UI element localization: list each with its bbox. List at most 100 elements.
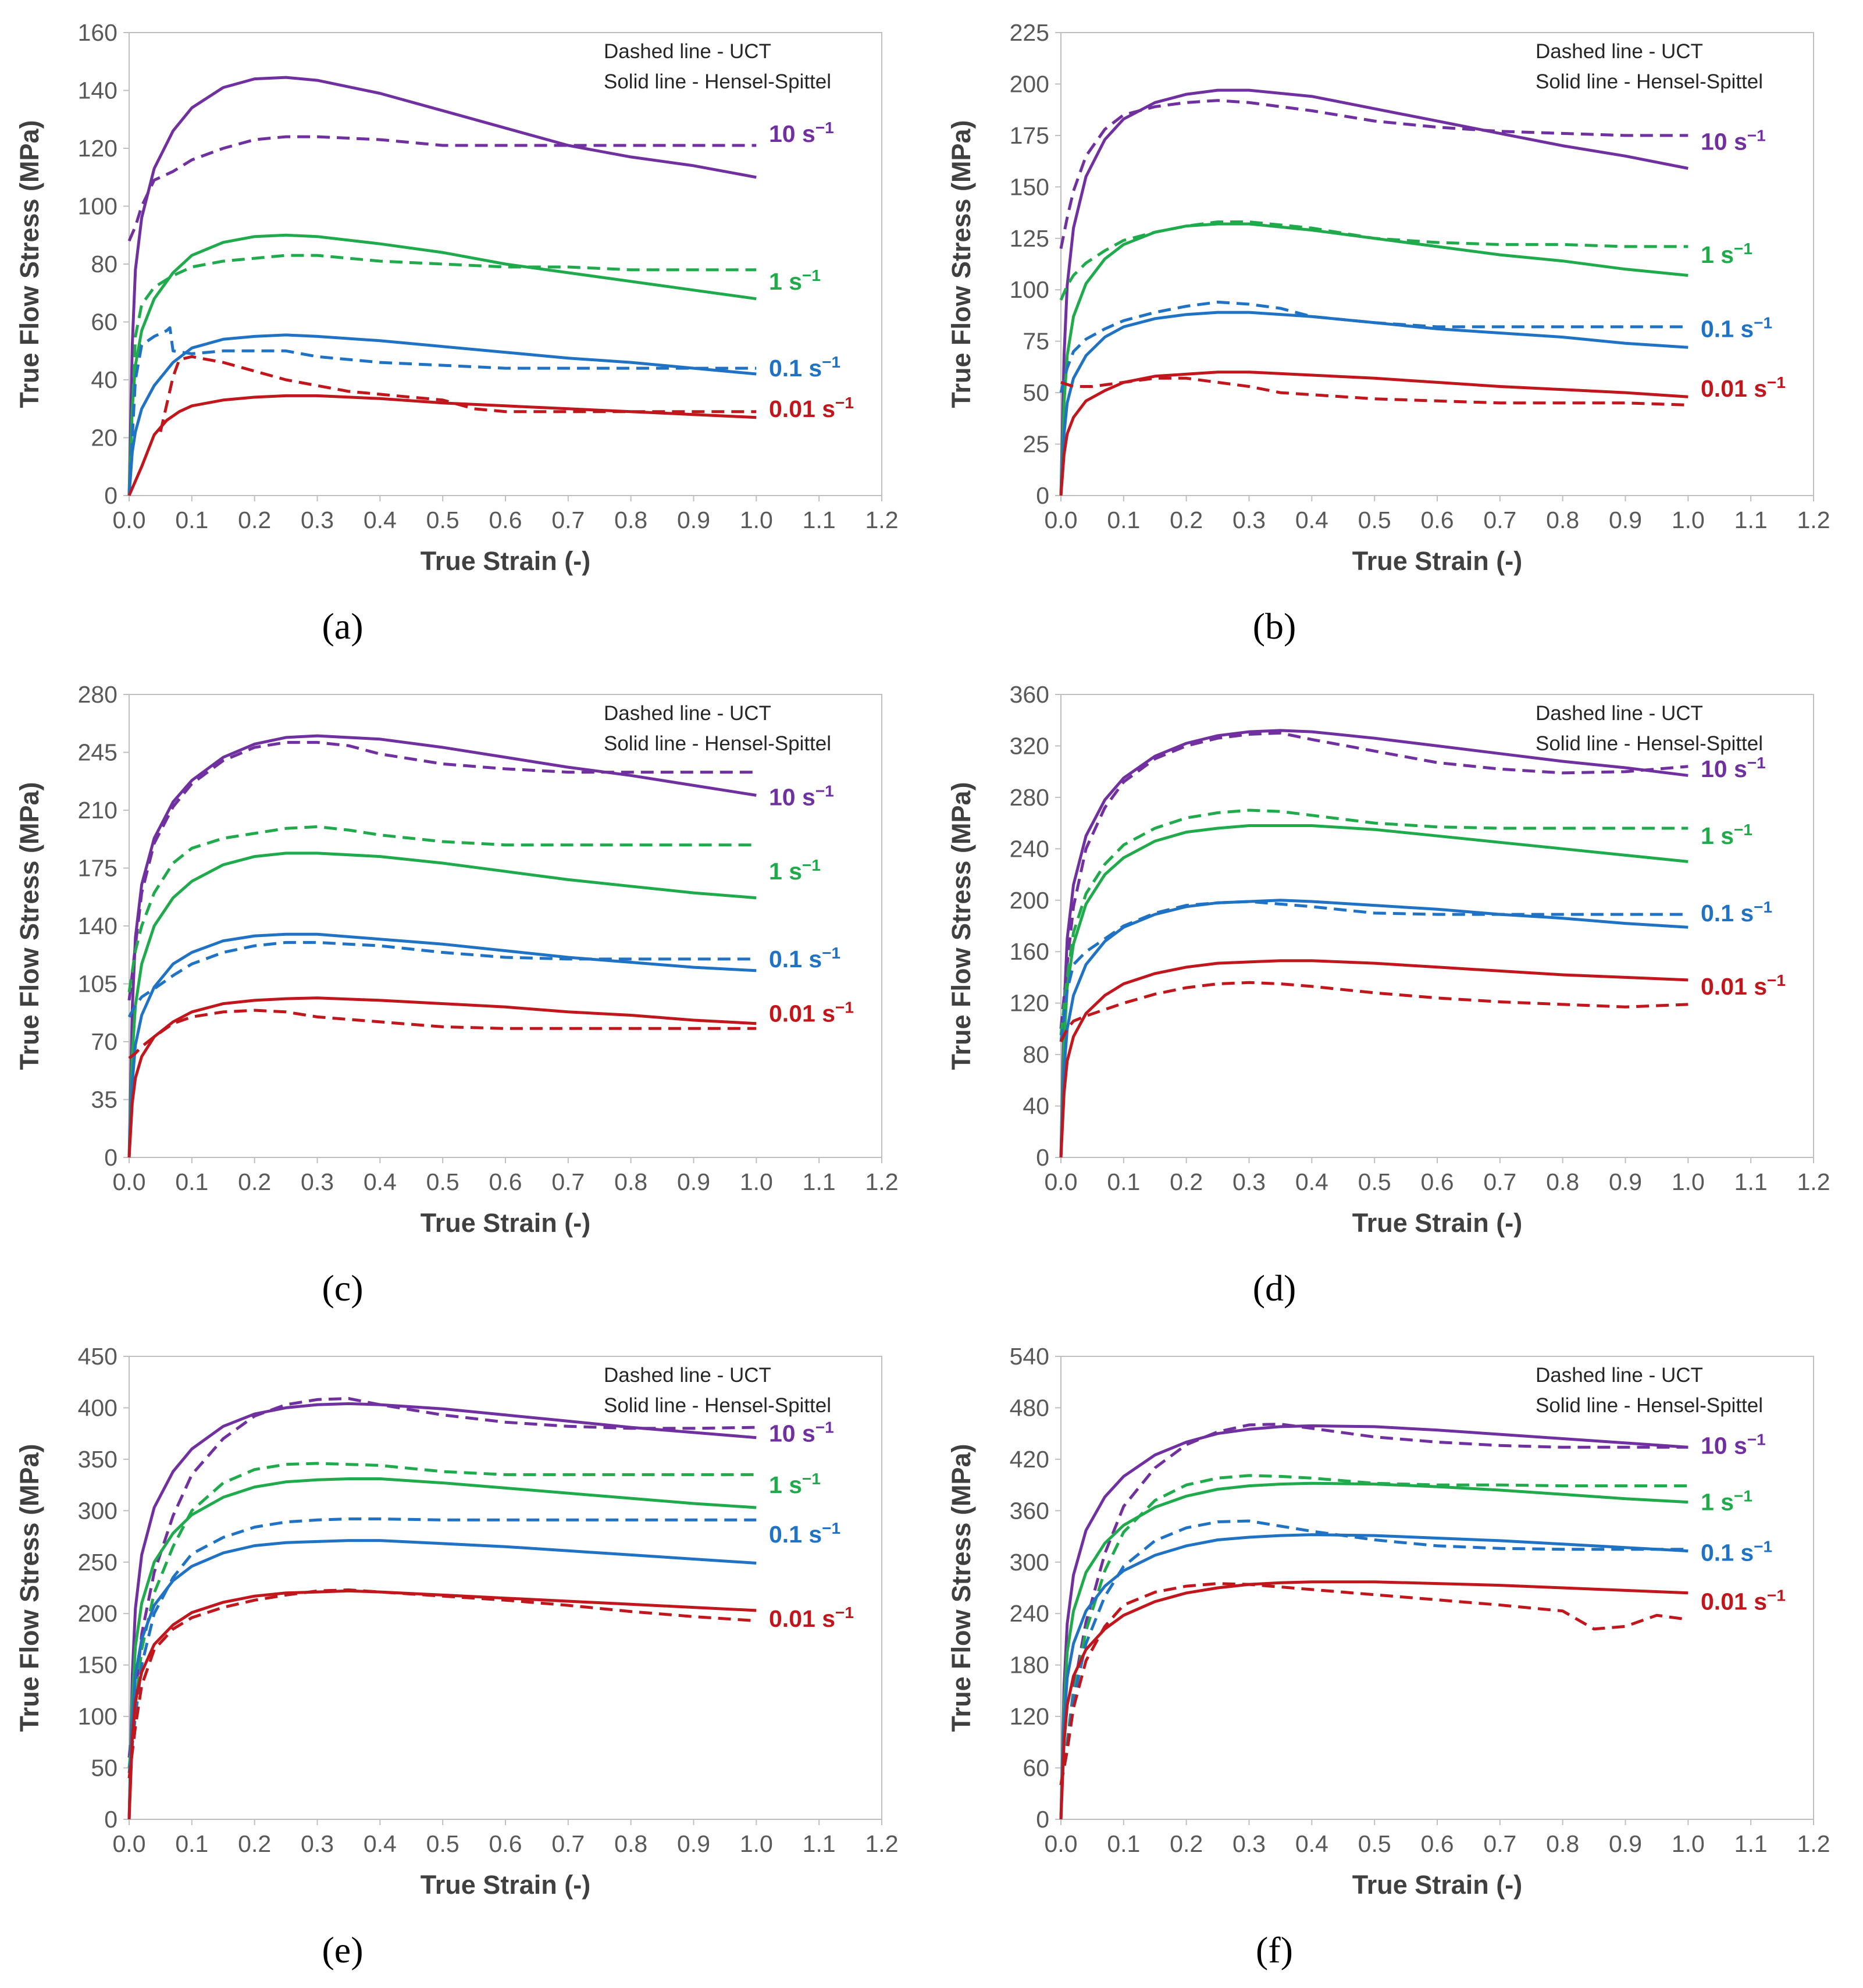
hensel-spittel-solid-line [1059, 959, 1689, 1158]
x-tick-label: 0.3 [301, 1168, 334, 1195]
y-tick-label: 210 [78, 797, 117, 824]
x-tick-label: 1.1 [1734, 507, 1768, 533]
legend-note-line: Solid line - Hensel-Spittel [1536, 70, 1763, 93]
series-rate-label: 0.1 s−1 [1701, 313, 1772, 343]
x-axis-title: True Strain (-) [1352, 546, 1523, 576]
x-tick-label: 0.9 [677, 507, 710, 533]
x-tick-label: 0.3 [301, 507, 334, 533]
x-tick-label: 0.4 [1295, 1830, 1328, 1857]
hensel-spittel-solid-line [127, 996, 757, 1158]
x-tick-label: 0.7 [1483, 507, 1516, 533]
x-tick-label: 0.3 [301, 1830, 334, 1857]
x-tick-label: 1.1 [1734, 1168, 1768, 1195]
series-10-group: 10 s−1 [1059, 88, 1766, 496]
y-tick-label: 300 [78, 1497, 117, 1524]
uct-dashed-line [1059, 1474, 1689, 1786]
series-0_01-group: 0.01 s−1 [1059, 1580, 1786, 1820]
y-tick-label: 140 [78, 913, 117, 939]
x-tick-label: 0.8 [614, 507, 647, 533]
legend-note-line: Solid line - Hensel-Spittel [1536, 1394, 1763, 1417]
x-axis-title: True Strain (-) [1352, 1870, 1523, 1900]
y-tick-label: 60 [91, 309, 117, 336]
series-0_01-group: 0.01 s−1 [1059, 370, 1786, 496]
hensel-spittel-solid-line [127, 734, 757, 1158]
uct-dashed-line [1059, 1582, 1689, 1786]
uct-dashed-line [127, 135, 757, 242]
uct-dashed-line [1059, 1423, 1689, 1786]
series-rate-label: 1 s−1 [769, 856, 821, 885]
x-tick-label: 0.6 [489, 507, 522, 533]
x-tick-label: 1.0 [1672, 1830, 1705, 1857]
x-tick-label: 0.4 [364, 507, 397, 533]
hensel-spittel-solid-line [1059, 729, 1689, 1158]
x-tick-label: 0.4 [364, 1168, 397, 1195]
uct-dashed-line [1059, 99, 1689, 249]
y-tick-label: 0 [1036, 482, 1049, 509]
panel-label: (e) [322, 1929, 363, 1971]
y-tick-label: 125 [1010, 225, 1049, 252]
x-tick-label: 1.2 [865, 507, 899, 533]
chart-svg: 0 50 100 150 200 250 300 350 400 450 0.0 0.1 0.2 0.3 0… [15, 1343, 899, 1971]
x-tick-label: 0.3 [1232, 507, 1266, 533]
x-tick-label: 0.3 [1232, 1168, 1266, 1195]
x-tick-label: 0.2 [238, 1830, 271, 1857]
series-rate-label: 0.1 s−1 [769, 353, 840, 382]
hensel-spittel-solid-line [1059, 88, 1689, 496]
chart-panel-e: 0 50 100 150 200 250 300 350 400 450 0.0 0.1 0.2 0.3 0… [0, 1324, 931, 1985]
x-tick-label: 0.9 [677, 1830, 710, 1857]
chart-svg: 0 25 50 75 100 125 150 175 200 225 0.0 0.1 0.2 0.3 0.4… [946, 19, 1830, 647]
x-tick-label: 1.1 [803, 1830, 836, 1857]
series-rate-label: 1 s−1 [1701, 240, 1752, 269]
hensel-spittel-solid-line [1059, 222, 1689, 496]
legend-note-line: Solid line - Hensel-Spittel [604, 732, 831, 755]
chart-panel-b: 0 25 50 75 100 125 150 175 200 225 0.0 0.1 0.2 0.3 0.4… [932, 0, 1863, 661]
legend-note-line: Dashed line - UCT [604, 40, 771, 63]
panel-label: (c) [322, 1267, 363, 1309]
y-tick-label: 240 [1010, 835, 1049, 862]
hensel-spittel-solid-line [1059, 1580, 1689, 1820]
x-tick-label: 0.5 [426, 1830, 459, 1857]
series-10-group: 10 s−1 [127, 1397, 834, 1820]
y-tick-label: 400 [78, 1394, 117, 1421]
y-tick-label: 75 [1023, 328, 1049, 355]
x-tick-label: 0.1 [175, 1168, 208, 1195]
x-tick-label: 0.6 [489, 1830, 522, 1857]
x-tick-label: 1.1 [1734, 1830, 1768, 1857]
uct-dashed-line [127, 940, 757, 1018]
x-axis-title: True Strain (-) [1352, 1208, 1523, 1238]
legend-note-line: Dashed line - UCT [1536, 1364, 1703, 1387]
hensel-spittel-solid-line [127, 233, 757, 496]
x-tick-label: 1.2 [1797, 1830, 1830, 1857]
x-tick-label: 0.9 [1609, 1168, 1642, 1195]
y-tick-label: 200 [1010, 70, 1049, 97]
series-rate-label: 10 s−1 [1701, 754, 1766, 783]
y-tick-label: 280 [78, 681, 117, 708]
plot-area-frame [129, 694, 882, 1158]
chart-svg: 0 35 70 105 140 175 210 245 280 0.0 0.1 0.2 0.3 0.4 0.… [15, 681, 899, 1309]
uct-dashed-line [128, 1009, 757, 1060]
x-tick-label: 0.5 [426, 507, 459, 533]
y-tick-label: 280 [1010, 784, 1049, 811]
x-tick-label: 0.0 [113, 507, 146, 533]
series-0_1-group: 0.1 s−1 [1059, 897, 1772, 1158]
y-tick-label: 450 [78, 1343, 117, 1370]
y-axis-title: True Flow Stress (MPa) [946, 120, 976, 408]
x-axis-title: True Strain (-) [421, 1208, 591, 1238]
series-0_1-group: 0.1 s−1 [1059, 1519, 1772, 1820]
x-axis-title: True Strain (-) [421, 1870, 591, 1900]
x-tick-label: 0.8 [614, 1168, 647, 1195]
x-tick-label: 0.2 [238, 1168, 271, 1195]
x-tick-label: 0.2 [238, 507, 271, 533]
chart-svg: 0 20 40 60 80 100 120 140 160 0.0 0.1 0.2 0.3 0.4 0.5 0… [15, 19, 899, 647]
hensel-spittel-solid-line [127, 1402, 757, 1820]
series-rate-label: 10 s−1 [769, 782, 834, 811]
x-tick-label: 1.0 [740, 1830, 773, 1857]
x-tick-label: 0.8 [614, 1830, 647, 1857]
x-tick-label: 0.7 [551, 1168, 585, 1195]
y-tick-label: 50 [1023, 379, 1049, 406]
y-tick-label: 180 [1010, 1652, 1049, 1679]
series-rate-label: 10 s−1 [769, 119, 834, 148]
x-tick-label: 0.5 [1358, 1830, 1391, 1857]
x-tick-label: 1.0 [1672, 507, 1705, 533]
